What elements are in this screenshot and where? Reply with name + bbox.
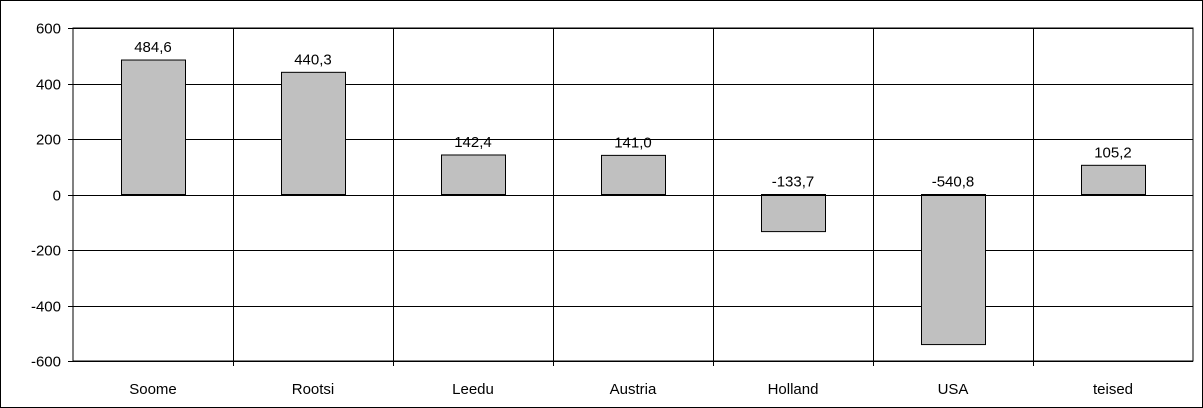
data-label: -540,8 (932, 174, 975, 191)
y-tick-label: -200 (31, 243, 61, 260)
data-label: -133,7 (772, 174, 815, 191)
data-label: 484,6 (134, 39, 172, 56)
y-tick-label: 600 (36, 21, 61, 38)
x-tick-label: Leedu (452, 381, 494, 398)
y-tick-label: 200 (36, 132, 61, 149)
bar (921, 194, 986, 346)
axis-layer: 600 400 200 0 -200 -400 -600 Soome Rootsi Leedu Au… (31, 21, 1193, 398)
labels-layer: 484,6 440,3 142,4 141,0 -133,7 -540,8 105,2 (134, 39, 1132, 190)
grid-layer (68, 27, 1194, 366)
data-label: 440,3 (294, 51, 332, 68)
bar (441, 154, 506, 195)
data-label: 141,0 (614, 134, 652, 151)
y-tick-label: -400 (31, 299, 61, 316)
bar (601, 154, 666, 195)
y-tick-label: -600 (31, 354, 61, 371)
x-tick-label: USA (938, 381, 969, 398)
x-tick-label: Austria (610, 381, 657, 398)
bar (121, 59, 186, 195)
x-tick-label: teised (1093, 381, 1133, 398)
data-label: 142,4 (454, 134, 492, 151)
y-tick-label: 400 (36, 77, 61, 94)
x-tick-label: Holland (768, 381, 819, 398)
y-tick-label: 0 (53, 188, 61, 205)
bar (1081, 164, 1146, 196)
bars-layer (121, 59, 1146, 346)
x-tick-label: Soome (129, 381, 177, 398)
x-tick-label: Rootsi (292, 381, 335, 398)
bar (281, 71, 346, 195)
data-label: 105,2 (1094, 144, 1132, 161)
bar (761, 194, 826, 233)
